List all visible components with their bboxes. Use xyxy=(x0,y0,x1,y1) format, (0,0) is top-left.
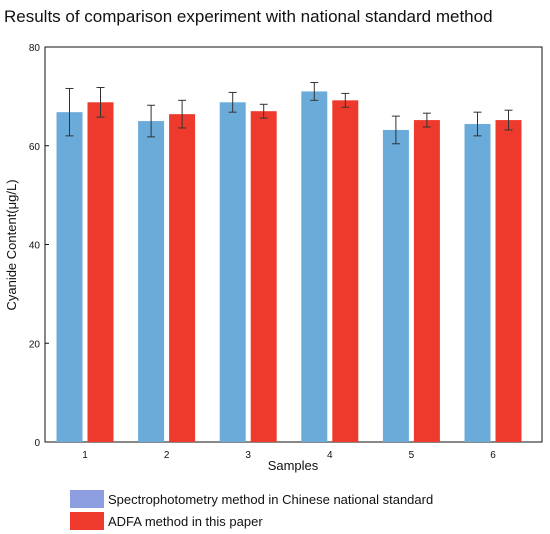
legend-label-series-1: Spectrophotometry method in Chinese nati… xyxy=(108,492,433,507)
y-tick-label: 0 xyxy=(34,438,40,449)
x-axis-label: Samples xyxy=(268,458,319,473)
bar-series-1-sample-1 xyxy=(56,112,83,443)
bar-series-2-sample-1 xyxy=(87,102,114,443)
x-tick-label: 3 xyxy=(245,450,251,461)
bar-series-1-sample-5 xyxy=(382,129,409,442)
y-axis-label: Cyanide Content(μg/L) xyxy=(4,179,19,310)
bar-series-2-sample-5 xyxy=(413,120,440,442)
bar-series-2-sample-4 xyxy=(332,100,359,442)
chart-title: Results of comparison experiment with na… xyxy=(4,7,493,26)
bar-series-1-sample-4 xyxy=(301,91,328,442)
error-bar-group xyxy=(65,82,513,145)
x-axis: 1 2 3 4 5 6 xyxy=(82,450,496,461)
legend-label-series-2: ADFA method in this paper xyxy=(108,514,263,529)
bar-series-2-sample-2 xyxy=(169,114,196,443)
legend: Spectrophotometry method in Chinese nati… xyxy=(70,490,433,530)
bar-series-1-sample-6 xyxy=(464,124,491,443)
y-tick-label: 80 xyxy=(29,43,41,54)
x-tick-label: 5 xyxy=(409,450,415,461)
bar-series-2-sample-3 xyxy=(250,111,277,442)
y-tick-label: 20 xyxy=(29,339,41,350)
x-tick-label: 6 xyxy=(490,450,496,461)
bar-series-1-sample-3 xyxy=(219,102,246,443)
bar-series-1-sample-2 xyxy=(138,121,165,442)
legend-swatch-series-1 xyxy=(70,490,104,508)
y-tick-label: 40 xyxy=(29,241,41,252)
x-tick-label: 4 xyxy=(327,450,333,461)
legend-swatch-series-2 xyxy=(70,512,104,530)
bar-series-2-sample-6 xyxy=(495,120,522,442)
x-tick-label: 1 xyxy=(82,450,88,461)
y-tick-label: 60 xyxy=(29,142,41,153)
bar-group xyxy=(56,91,522,443)
x-tick-label: 2 xyxy=(164,450,170,461)
y-axis: 0 20 40 60 80 xyxy=(29,43,49,449)
